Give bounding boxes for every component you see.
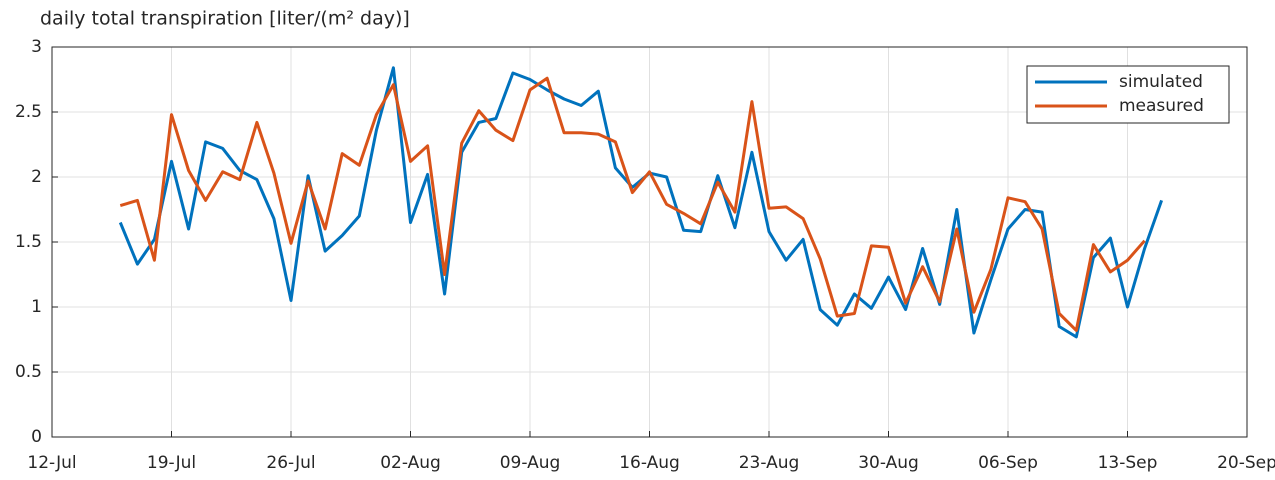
chart-title: daily total transpiration [liter/(m² day… [40,8,410,30]
x-tick-label: 06-Sep [978,453,1038,473]
y-tick-label: 2 [31,167,42,187]
x-tick-label: 16-Aug [619,453,680,473]
legend-label: simulated [1119,72,1203,92]
x-tick-label: 20-Sep [1217,453,1275,473]
x-tick-label: 09-Aug [500,453,561,473]
y-tick-label: 0.5 [15,362,42,382]
axes-box [51,46,1248,438]
legend-label: measured [1119,96,1204,116]
x-tick-label: 26-Jul [266,453,315,473]
x-tick-label: 12-Jul [27,453,76,473]
x-tick-label: 30-Aug [858,453,919,473]
y-tick-label: 1 [31,297,42,317]
x-tick-label: 13-Sep [1098,453,1158,473]
y-tick-label: 0 [31,427,42,447]
legend-box [1026,65,1230,124]
x-tick-label: 19-Jul [147,453,196,473]
x-tick-label: 02-Aug [380,453,441,473]
y-tick-label: 3 [31,37,42,57]
y-tick-label: 2.5 [15,102,42,122]
x-tick-label: 23-Aug [739,453,800,473]
y-tick-label: 1.5 [15,232,42,252]
series-line [119,76,1146,332]
